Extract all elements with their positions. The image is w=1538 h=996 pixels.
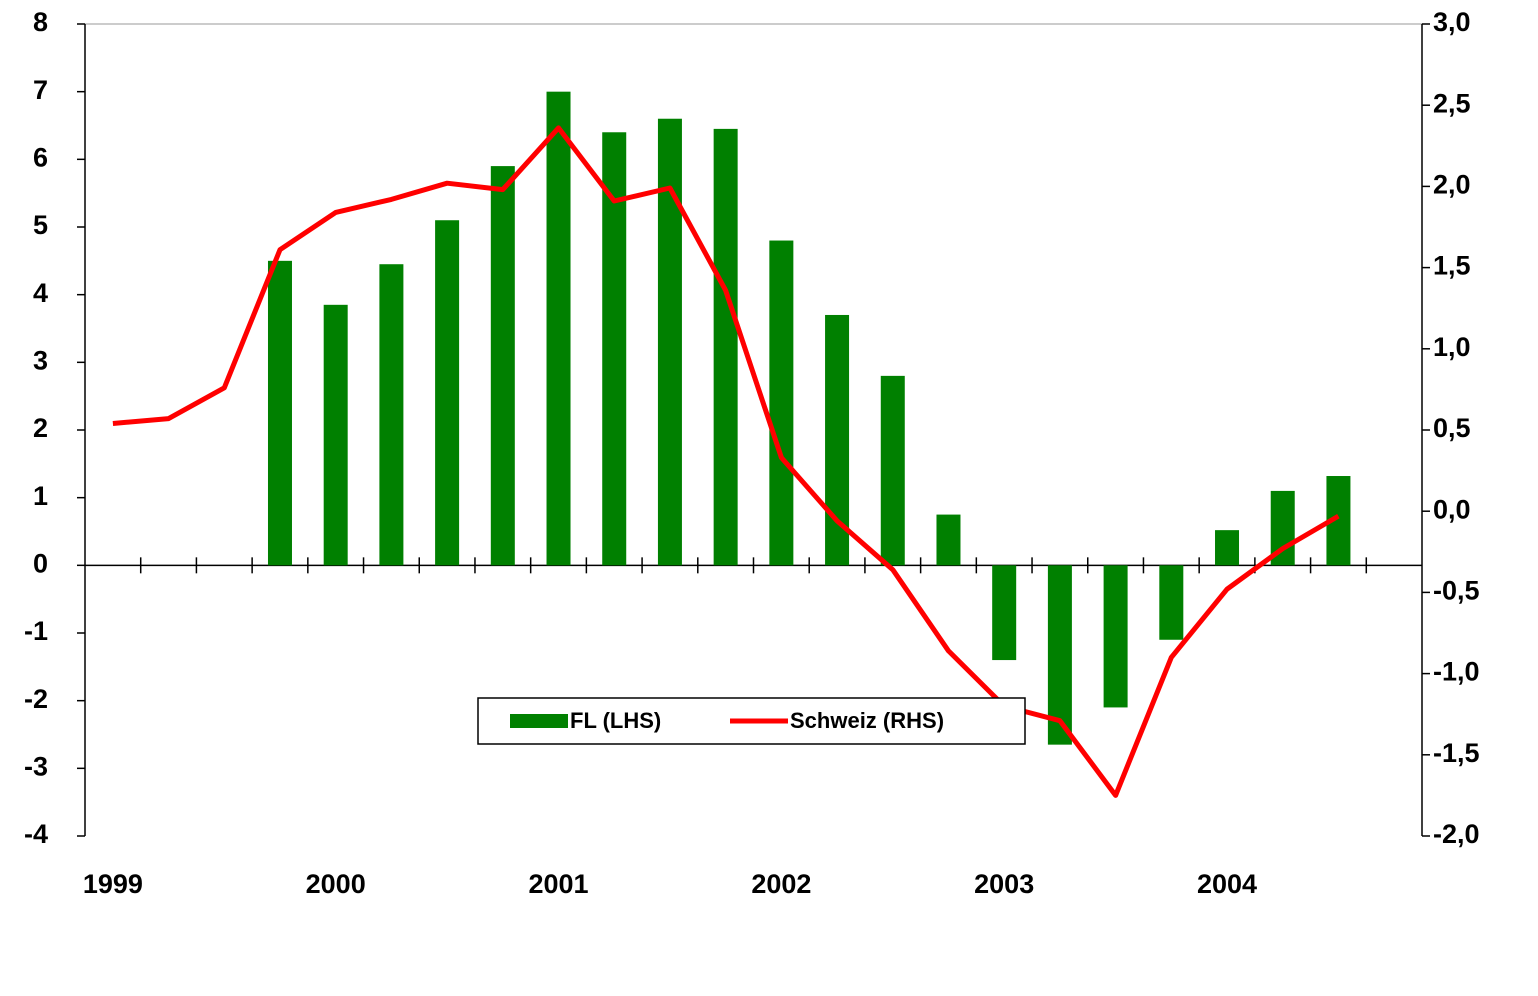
legend-swatch — [510, 714, 568, 728]
bar — [713, 128, 738, 566]
legend-label: FL (LHS) — [570, 708, 661, 733]
x-tick-label: 2002 — [751, 869, 811, 899]
y2-tick-label: 2,0 — [1433, 170, 1471, 200]
y-tick-label: 3 — [33, 345, 48, 375]
x-tick-label: 2003 — [974, 869, 1034, 899]
bar — [490, 166, 515, 566]
bar — [880, 375, 905, 566]
bar — [936, 514, 961, 566]
bar — [1103, 565, 1128, 708]
y-tick-label: -4 — [24, 819, 48, 849]
y-tick-label: 0 — [33, 548, 48, 578]
y2-tick-label: 3,0 — [1433, 7, 1471, 37]
y-tick-label: -1 — [24, 616, 48, 646]
x-tick-label: 2000 — [306, 869, 366, 899]
y-tick-label: 5 — [33, 210, 48, 240]
bar — [1215, 530, 1240, 566]
bar — [992, 565, 1017, 661]
y-tick-label: 8 — [33, 7, 48, 37]
x-tick-label: 2004 — [1197, 869, 1257, 899]
bar — [435, 220, 460, 566]
y2-tick-label: 1,5 — [1433, 251, 1471, 281]
y-tick-label: 1 — [33, 481, 48, 511]
x-tick-label: 1999 — [83, 869, 143, 899]
y2-tick-label: 0,0 — [1433, 494, 1471, 524]
bar — [379, 264, 404, 566]
bar — [546, 91, 571, 566]
legend-label: Schweiz (RHS) — [790, 708, 944, 733]
bar — [323, 304, 348, 566]
bar — [602, 132, 627, 566]
y2-tick-label: -2,0 — [1433, 819, 1480, 849]
bar — [1047, 565, 1072, 745]
y2-tick-label: 1,0 — [1433, 332, 1471, 362]
y-tick-label: 4 — [33, 278, 48, 308]
y-tick-label: -3 — [24, 751, 48, 781]
bar — [769, 240, 794, 566]
x-tick-label: 2001 — [528, 869, 588, 899]
y-tick-label: 6 — [33, 142, 48, 172]
y2-tick-label: 0,5 — [1433, 413, 1471, 443]
bar — [1159, 565, 1184, 640]
y-tick-label: 2 — [33, 413, 48, 443]
y2-tick-label: -1,0 — [1433, 657, 1480, 687]
line — [112, 125, 1340, 798]
y2-tick-label: -0,5 — [1433, 576, 1480, 606]
y2-tick-label: -1,5 — [1433, 738, 1480, 768]
y2-tick-label: 2,5 — [1433, 88, 1471, 118]
bar — [267, 260, 292, 566]
y-tick-label: 7 — [33, 75, 48, 105]
y-tick-label: -2 — [24, 684, 48, 714]
